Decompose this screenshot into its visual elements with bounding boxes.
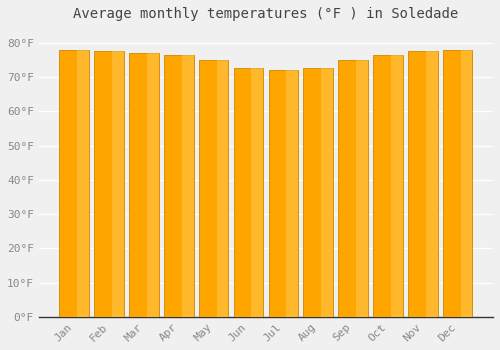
Bar [338,60,368,317]
Polygon shape [147,53,159,317]
Bar [373,55,402,317]
Bar [443,50,472,317]
Bar [199,60,228,317]
Polygon shape [286,70,298,317]
Polygon shape [391,55,402,317]
Polygon shape [426,51,438,317]
Polygon shape [182,55,194,317]
Title: Average monthly temperatures (°F ) in Soledade: Average monthly temperatures (°F ) in So… [74,7,458,21]
Bar [129,53,159,317]
Polygon shape [252,69,264,317]
Bar [94,51,124,317]
Polygon shape [356,60,368,317]
Bar [268,70,298,317]
Bar [234,69,264,317]
Polygon shape [112,51,124,317]
Bar [60,50,89,317]
Bar [164,55,194,317]
Polygon shape [460,50,472,317]
Polygon shape [77,50,89,317]
Polygon shape [321,69,333,317]
Bar [304,69,333,317]
Polygon shape [216,60,228,317]
Bar [408,51,438,317]
